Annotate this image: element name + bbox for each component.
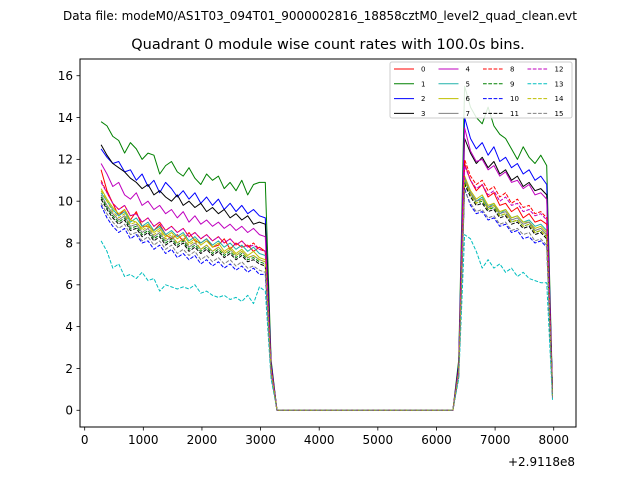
x-tick-label: 7000	[480, 433, 511, 447]
legend-label-1: 1	[421, 80, 425, 88]
x-offset-label: +2.9118e8	[508, 455, 575, 469]
legend-label-5: 5	[466, 80, 470, 88]
axes: 0 1000 2000 3000 4000 5000 6000 7000 80000246810…	[58, 58, 577, 447]
y-tick-label: 4	[65, 320, 73, 334]
series-line-11	[100, 184, 553, 411]
x-tick-label: 6000	[421, 433, 452, 447]
legend-label-7: 7	[466, 110, 470, 118]
plot-area	[80, 59, 576, 427]
figure-suptitle: Data file: modeM0/AS1T03_094T01_90000028…	[63, 9, 577, 23]
series-line-15	[100, 190, 553, 411]
x-tick-label: 8000	[538, 433, 569, 447]
y-tick-label: 10	[58, 194, 73, 208]
x-tick-label: 2000	[187, 433, 218, 447]
legend-label-4: 4	[466, 66, 471, 74]
series-line-14	[100, 179, 553, 411]
legend-label-9: 9	[510, 80, 514, 88]
legend-label-11: 11	[510, 110, 519, 118]
legend-label-10: 10	[510, 95, 519, 103]
series-line-4	[100, 127, 553, 411]
legend-label-14: 14	[555, 95, 564, 103]
plot-background	[80, 59, 576, 427]
legend-label-13: 13	[555, 80, 564, 88]
series-line-1	[100, 85, 553, 411]
y-tick-label: 8	[65, 236, 73, 250]
chart-title: Quadrant 0 module wise count rates with …	[131, 37, 525, 53]
series-lines	[100, 85, 553, 411]
y-tick-label: 16	[58, 69, 73, 83]
y-tick-label: 2	[65, 362, 73, 376]
x-tick-label: 3000	[245, 433, 276, 447]
legend-label-0: 0	[421, 66, 425, 74]
series-line-6	[100, 175, 553, 411]
series-line-9	[100, 181, 553, 411]
x-tick-label: 1000	[128, 433, 159, 447]
legend-label-3: 3	[421, 110, 425, 118]
legend-label-15: 15	[555, 110, 564, 118]
series-line-10	[100, 188, 553, 411]
x-tick-label: 4000	[304, 433, 335, 447]
y-tick-label: 12	[58, 153, 73, 167]
x-tick-label: 5000	[363, 433, 394, 447]
legend-label-2: 2	[421, 95, 425, 103]
series-line-12	[100, 165, 553, 411]
legend-label-12: 12	[555, 66, 564, 74]
y-tick-label: 6	[65, 278, 73, 292]
y-tick-label: 14	[58, 111, 73, 125]
legend-label-6: 6	[466, 95, 471, 103]
series-line-2	[100, 117, 553, 411]
series-line-3	[100, 138, 553, 411]
y-tick-label: 0	[65, 404, 73, 418]
series-line-13	[100, 234, 553, 411]
legend-label-8: 8	[510, 66, 514, 74]
x-tick-label: 0	[81, 433, 89, 447]
legend-frame	[389, 61, 573, 119]
